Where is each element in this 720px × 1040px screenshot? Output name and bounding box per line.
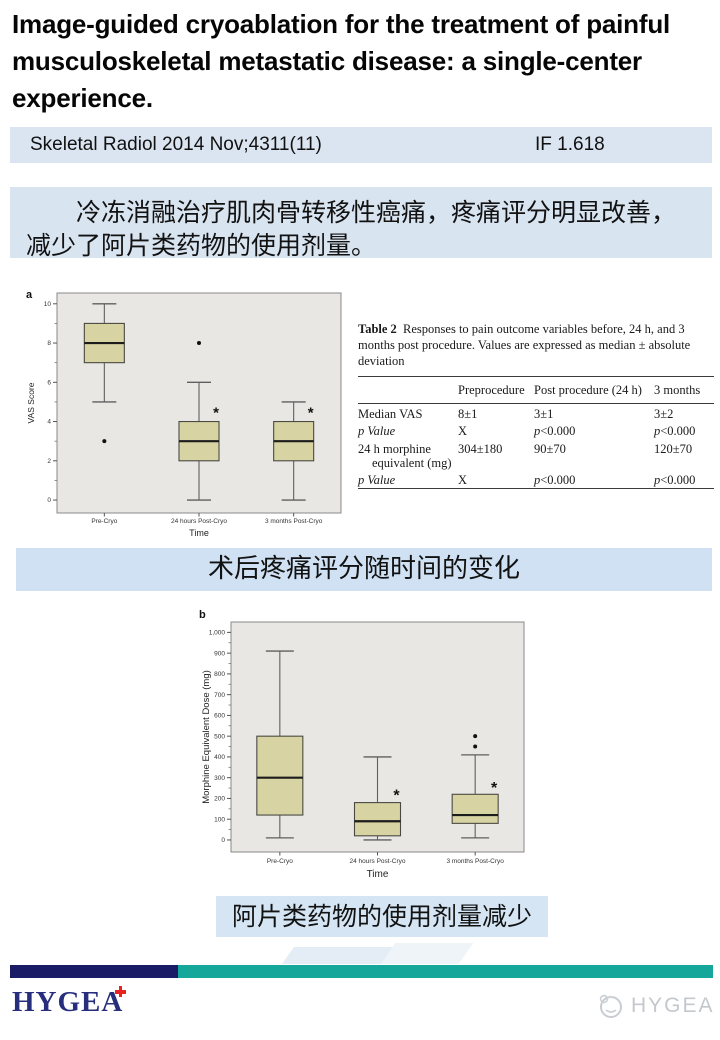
svg-text:600: 600 [214,713,225,720]
table-2-caption: Table 2 Responses to pain outcome variab… [358,321,714,369]
boxplot-svg-a: a 0 2 4 6 8 10 Pre-Cryo * 24 hours Post-Cryo * 3 mo… [26,289,342,538]
svg-text:0: 0 [47,497,51,504]
table-cell: 120±70 [654,441,693,456]
table-cell: p<0.000 [534,473,576,487]
table-cell: 8±1 [458,406,478,421]
vas-score-boxplot-figure: a 0 2 4 6 8 10 Pre-Cryo * 24 hours Post-Cryo * 3 mo… [18,280,366,542]
svg-text:a: a [26,289,33,301]
footer-navy-bar [10,965,178,978]
significance-asterisk: * [393,787,400,804]
table-col-header: Post procedure (24 h) [534,377,654,404]
chinese-summary: 冷冻消融治疗肌肉骨转移性癌痛，疼痛评分明显改善，减少了阿片类药物的使用剂量。 [10,187,712,260]
svg-text:Morphine Equivalent Dose (mg): Morphine Equivalent Dose (mg) [201,670,212,804]
significance-asterisk: * [308,405,314,422]
journal-info-bar: Skeletal Radiol 2014 Nov;4311(11) IF 1.6… [10,127,712,163]
svg-text:8: 8 [47,340,51,347]
significance-asterisk: * [213,405,219,422]
table-cell: X [458,473,468,487]
globe-logo-icon [599,994,622,1018]
svg-text:1,000: 1,000 [209,630,226,637]
svg-text:4: 4 [47,419,51,426]
footer-decoration-shape [380,943,474,964]
figure-a-caption: 术后疼痛评分随时间的变化 [16,548,712,591]
paper-title: Image-guided cryoablation for the treatm… [12,9,671,113]
svg-text:0: 0 [221,837,225,844]
hygea-logo: HYGEA [12,986,126,1019]
footer-teal-bar [178,965,713,978]
table-cell: p<0.000 [654,424,696,438]
svg-text:10: 10 [44,301,52,308]
svg-text:VAS Score: VAS Score [26,382,36,423]
journal-citation: Skeletal Radiol 2014 Nov;4311(11) [30,134,322,155]
svg-text:900: 900 [214,650,225,657]
table-row-label: Median VAS [358,406,423,421]
svg-text:200: 200 [214,796,225,803]
svg-text:3 months Post-Cryo: 3 months Post-Cryo [265,518,323,525]
table-row-label: p Value [358,424,396,438]
table-cell: 90±70 [534,441,566,456]
watermark-text: HYGEA [631,994,715,1017]
table-col-header [358,377,458,404]
svg-text:400: 400 [214,754,225,761]
table-cell: p<0.000 [534,424,576,438]
table-row-label: p Value [358,473,396,487]
svg-text:2: 2 [47,458,51,465]
table-row-label: 24 h morphine equivalent (mg) [358,441,452,470]
table-cell: 3±2 [654,406,674,421]
table-cell: 304±180 [458,441,503,456]
table-cell: p<0.000 [654,473,696,487]
svg-text:Time: Time [367,869,389,880]
svg-text:Pre-Cryo: Pre-Cryo [267,858,293,865]
table-2-grid: Preprocedure Post procedure (24 h) 3 month… [358,376,714,489]
svg-text:Pre-Cryo: Pre-Cryo [91,518,117,525]
svg-text:800: 800 [214,671,225,678]
svg-text:24 hours Post-Cryo: 24 hours Post-Cryo [350,858,406,865]
table-2: Table 2 Responses to pain outcome variab… [358,321,714,489]
svg-text:3 months Post-Cryo: 3 months Post-Cryo [446,858,504,865]
svg-text:Time: Time [189,528,209,538]
table-cell: X [458,424,468,438]
table-2-caption-text: Responses to pain outcome variables befo… [358,322,691,368]
svg-text:b: b [199,609,206,621]
table-cell: 3±1 [534,406,554,421]
table-col-header: Preprocedure [458,377,534,404]
hygea-logo-text: HYGEA [12,986,124,1018]
impact-factor: IF 1.618 [535,134,605,155]
morphine-dose-boxplot-figure: b 0 100 200 300 400 500 600 700 800 900 1,000 Pre-Cr… [178,594,568,886]
svg-text:6: 6 [47,379,51,386]
svg-text:100: 100 [214,816,225,823]
red-cross-icon [115,986,126,997]
svg-text:24 hours Post-Cryo: 24 hours Post-Cryo [171,518,227,525]
table-col-header: 3 months [654,377,714,404]
svg-text:500: 500 [214,733,225,740]
figure-b-caption: 阿片类药物的使用剂量减少 [216,896,548,937]
table-2-label: Table 2 [358,322,397,336]
svg-text:300: 300 [214,775,225,782]
significance-asterisk: * [491,780,498,797]
hygea-watermark: HYGEA [596,992,715,1020]
svg-text:700: 700 [214,692,225,699]
boxplot-svg-b: b 0 100 200 300 400 500 600 700 800 900 1,000 Pre-Cr… [199,609,525,880]
